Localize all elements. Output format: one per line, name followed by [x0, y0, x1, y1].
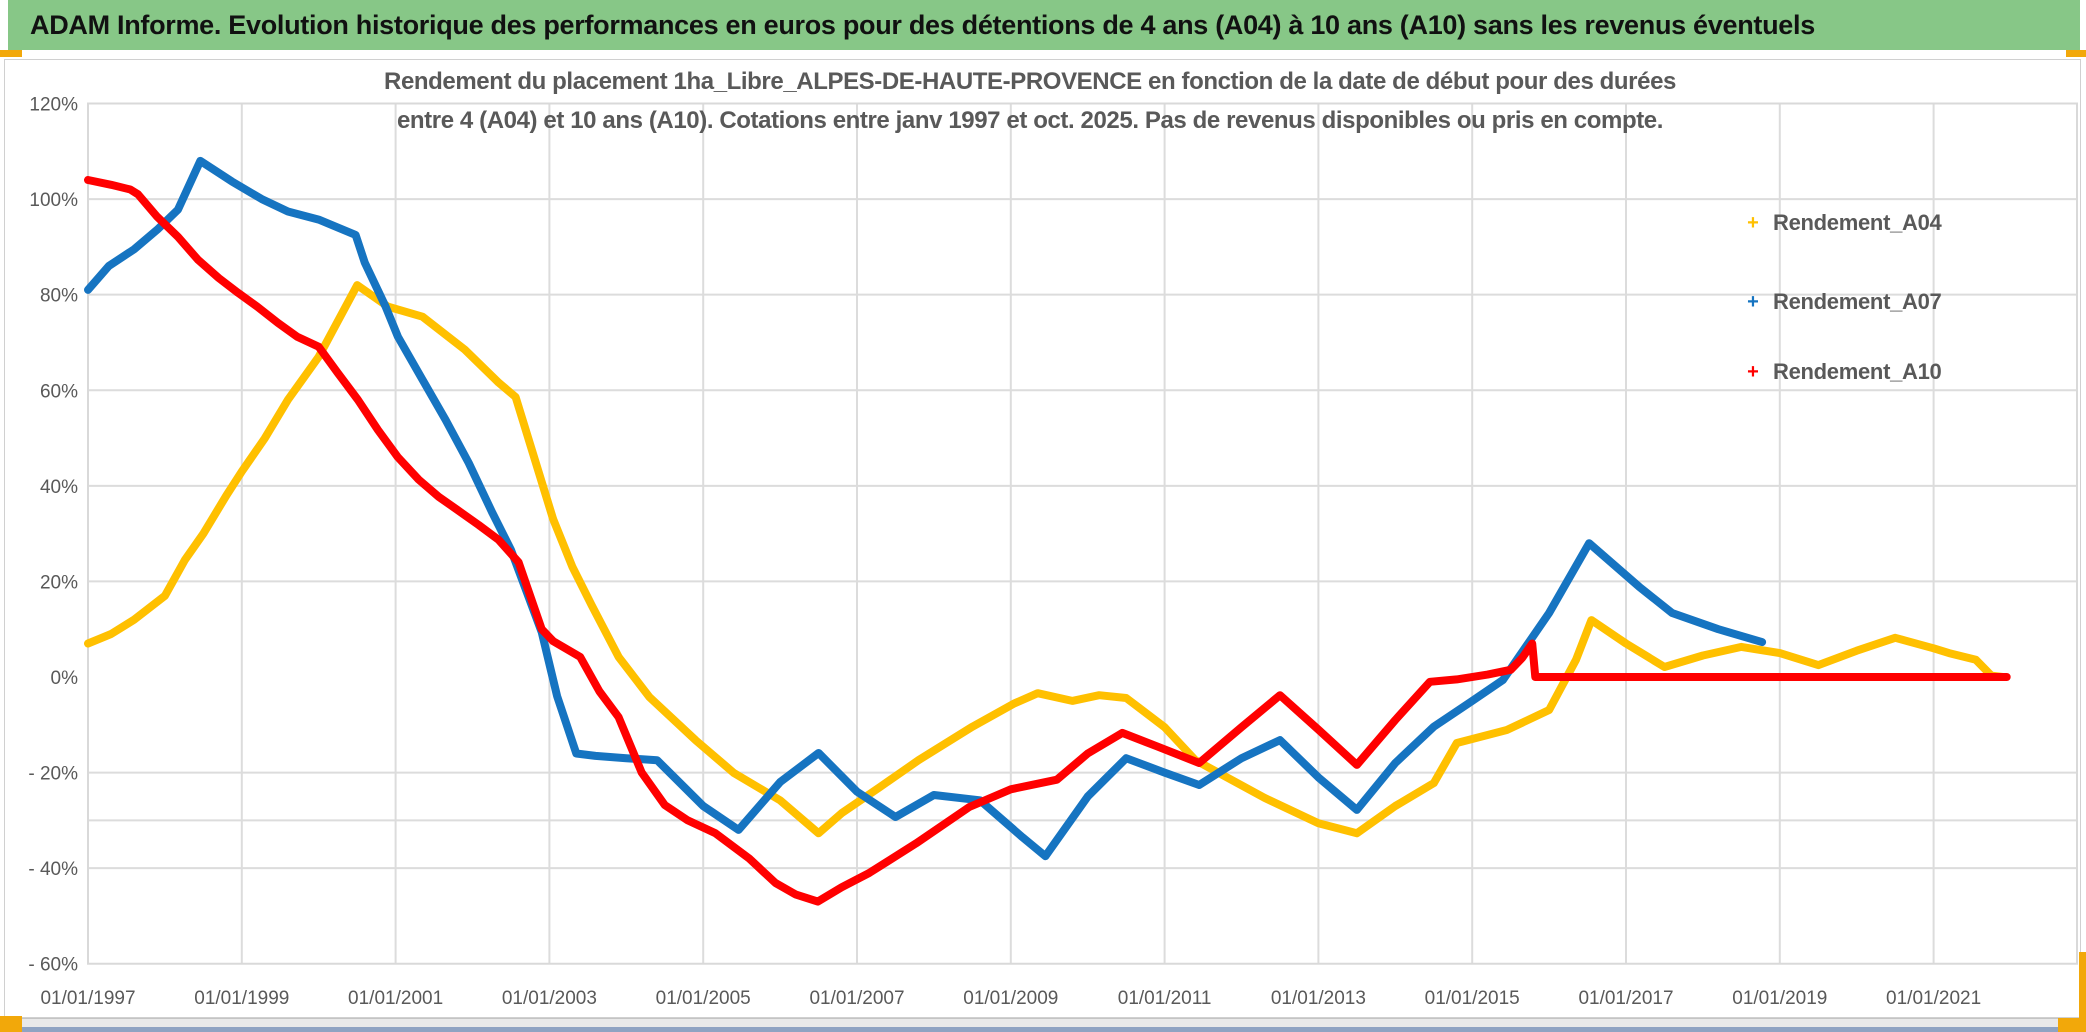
- y-axis-label: 80%: [40, 286, 78, 307]
- sheet-edge-accent-top-left: [0, 50, 22, 57]
- y-axis-label: 40%: [40, 477, 78, 498]
- x-axis-label: 01/01/2017: [1578, 988, 1673, 1009]
- report-title-bar: ADAM Informe. Evolution historique des p…: [8, 0, 2080, 50]
- chart-title-line1: Rendement du placement 1ha_Libre_ALPES-D…: [384, 68, 1676, 95]
- legend-label: Rendement_A04: [1773, 210, 1942, 235]
- y-axis-label: - 20%: [28, 764, 78, 785]
- x-axis-label: 01/01/2013: [1271, 988, 1366, 1009]
- legend-label: Rendement_A07: [1773, 289, 1942, 314]
- legend-item-a10[interactable]: + Rendement_A10: [1745, 355, 1942, 389]
- series-line-Rendement_A07: [84, 156, 1767, 861]
- x-axis-label: 01/01/2009: [963, 988, 1058, 1009]
- series-line-Rendement_A10: [84, 176, 2011, 906]
- x-axis-label: 01/01/2007: [809, 988, 904, 1009]
- x-axis-label: 01/01/2019: [1732, 988, 1827, 1009]
- legend-marker-plus-icon: +: [1747, 290, 1759, 313]
- y-axis-label: - 40%: [28, 859, 78, 880]
- sheet-edge-accent-top-right: [2066, 50, 2086, 57]
- sheet-edge-accent-right: [2079, 952, 2086, 1032]
- x-axis-label: 01/01/1999: [194, 988, 289, 1009]
- y-axis-label: 120%: [29, 95, 78, 116]
- chart-title[interactable]: Rendement du placement 1ha_Libre_ALPES-D…: [320, 62, 1740, 140]
- sheet-edge-accent-bottom-right: [2058, 1018, 2086, 1032]
- x-axis-label: 01/01/2001: [348, 988, 443, 1009]
- legend-marker-plus-icon: +: [1747, 360, 1759, 383]
- bottom-scrollbar-line: [22, 1027, 2058, 1032]
- legend-marker-plus-icon: +: [1747, 211, 1759, 234]
- x-axis-label: 01/01/2015: [1425, 988, 1520, 1009]
- y-axis-label: 100%: [29, 190, 78, 211]
- legend-item-a04[interactable]: + Rendement_A04: [1745, 206, 1942, 240]
- x-axis-label: 01/01/2011: [1118, 988, 1212, 1009]
- series-line-Rendement_A04: [84, 281, 2007, 838]
- x-axis-label: 01/01/2005: [656, 988, 751, 1009]
- y-axis-label: - 60%: [28, 955, 78, 976]
- sheet-edge-accent-bottom-left: [0, 1016, 22, 1032]
- x-axis-label: 01/01/2021: [1886, 988, 1981, 1009]
- plot-border: [87, 102, 2078, 965]
- legend-item-a07[interactable]: + Rendement_A07: [1745, 285, 1942, 319]
- y-axis-label: 0%: [51, 668, 79, 689]
- legend-label: Rendement_A10: [1773, 359, 1942, 384]
- x-axis-label: 01/01/2003: [502, 988, 597, 1009]
- y-axis-label: 20%: [40, 572, 78, 593]
- x-axis-label: 01/01/1997: [40, 988, 135, 1009]
- y-axis-label: 60%: [40, 381, 78, 402]
- chart-title-line2: entre 4 (A04) et 10 ans (A10). Cotations…: [396, 107, 1664, 134]
